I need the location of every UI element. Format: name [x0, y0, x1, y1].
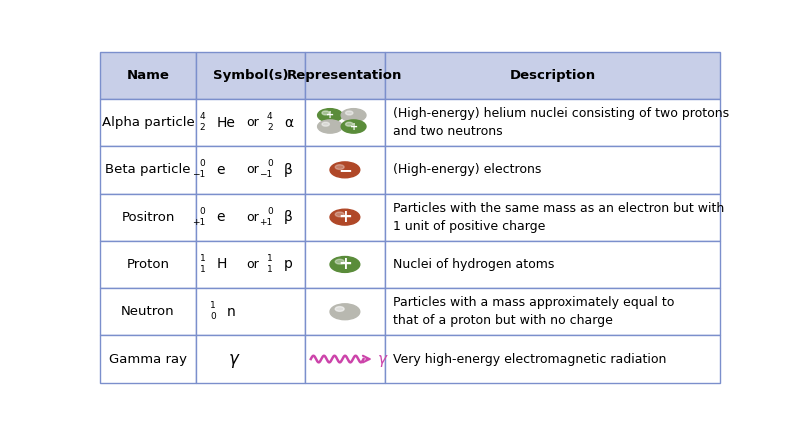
Bar: [386, 194, 720, 241]
Text: p: p: [284, 258, 293, 271]
Bar: [196, 288, 305, 335]
Text: or: or: [246, 163, 259, 176]
Circle shape: [346, 122, 353, 126]
Text: 1: 1: [200, 265, 206, 274]
Bar: [386, 335, 720, 383]
Text: 1: 1: [210, 301, 216, 310]
Text: +: +: [350, 122, 358, 132]
Circle shape: [341, 120, 366, 133]
Text: or: or: [246, 211, 259, 224]
Circle shape: [318, 109, 342, 122]
Bar: [100, 241, 196, 288]
Text: −1: −1: [192, 170, 206, 179]
Text: −: −: [338, 161, 352, 179]
Bar: [196, 241, 305, 288]
Circle shape: [322, 122, 330, 126]
Bar: [386, 288, 720, 335]
Bar: [305, 99, 386, 146]
Text: (High-energy) electrons: (High-energy) electrons: [393, 163, 541, 176]
Circle shape: [335, 165, 344, 169]
Text: Beta particle: Beta particle: [106, 163, 191, 176]
Text: Neutron: Neutron: [122, 305, 175, 318]
Text: 1: 1: [267, 265, 273, 274]
Bar: [100, 99, 196, 146]
Text: 4: 4: [200, 112, 206, 121]
Text: n: n: [227, 305, 236, 319]
Bar: [386, 99, 720, 146]
Circle shape: [330, 257, 360, 272]
Bar: [386, 241, 720, 288]
Circle shape: [330, 304, 360, 319]
Text: β: β: [284, 163, 293, 177]
Bar: [305, 52, 386, 99]
Text: Gamma ray: Gamma ray: [109, 353, 187, 366]
Circle shape: [335, 212, 344, 217]
Bar: [196, 194, 305, 241]
Bar: [196, 335, 305, 383]
Text: Description: Description: [510, 69, 596, 82]
Text: β: β: [284, 210, 293, 224]
Text: Nuclei of hydrogen atoms: Nuclei of hydrogen atoms: [393, 258, 554, 271]
Text: 1: 1: [200, 254, 206, 263]
Circle shape: [330, 162, 360, 178]
Text: e: e: [217, 163, 225, 177]
Text: 1: 1: [267, 254, 273, 263]
Text: Very high-energy electromagnetic radiation: Very high-energy electromagnetic radiati…: [393, 353, 666, 366]
Text: 2: 2: [267, 123, 273, 132]
Bar: [100, 146, 196, 194]
Circle shape: [318, 120, 342, 133]
Text: 0: 0: [200, 207, 206, 216]
Bar: [100, 52, 196, 99]
Bar: [305, 241, 386, 288]
Circle shape: [330, 209, 360, 225]
Text: 2: 2: [200, 123, 206, 132]
Text: γ: γ: [378, 352, 386, 366]
Bar: [386, 146, 720, 194]
Text: 0: 0: [267, 207, 273, 216]
Text: or: or: [246, 258, 259, 271]
Text: Alpha particle: Alpha particle: [102, 116, 194, 129]
Text: Positron: Positron: [122, 211, 174, 224]
Text: Name: Name: [126, 69, 170, 82]
Text: (High-energy) helium nuclei consisting of two protons
and two neutrons: (High-energy) helium nuclei consisting o…: [393, 107, 729, 138]
Text: +: +: [326, 110, 334, 120]
Circle shape: [322, 111, 330, 115]
Text: 0: 0: [267, 160, 273, 169]
Bar: [305, 335, 386, 383]
Circle shape: [346, 111, 353, 115]
Text: Symbol(s): Symbol(s): [213, 69, 288, 82]
Bar: [196, 99, 305, 146]
Text: +1: +1: [192, 218, 206, 227]
Text: 4: 4: [267, 112, 273, 121]
Text: +: +: [338, 208, 352, 226]
Bar: [305, 288, 386, 335]
Bar: [100, 335, 196, 383]
Text: Particles with a mass approximately equal to
that of a proton but with no charge: Particles with a mass approximately equa…: [393, 296, 674, 327]
Text: 0: 0: [200, 160, 206, 169]
Bar: [196, 146, 305, 194]
Text: He: He: [217, 116, 235, 129]
Text: e: e: [217, 210, 225, 224]
Bar: [100, 194, 196, 241]
Circle shape: [341, 109, 366, 122]
Text: −1: −1: [259, 170, 273, 179]
Text: α: α: [284, 116, 293, 129]
Bar: [305, 146, 386, 194]
Text: Particles with the same mass as an electron but with
1 unit of positive charge: Particles with the same mass as an elect…: [393, 202, 724, 233]
Text: Representation: Representation: [287, 69, 402, 82]
Text: Proton: Proton: [126, 258, 170, 271]
Text: H: H: [217, 258, 227, 271]
Bar: [386, 52, 720, 99]
Circle shape: [335, 259, 344, 264]
Bar: [100, 288, 196, 335]
Text: +1: +1: [259, 218, 273, 227]
Bar: [196, 52, 305, 99]
Circle shape: [335, 307, 344, 311]
Text: +: +: [338, 255, 352, 273]
Bar: [305, 194, 386, 241]
Text: or: or: [246, 116, 259, 129]
Text: γ: γ: [229, 350, 239, 368]
Text: 0: 0: [210, 312, 216, 321]
